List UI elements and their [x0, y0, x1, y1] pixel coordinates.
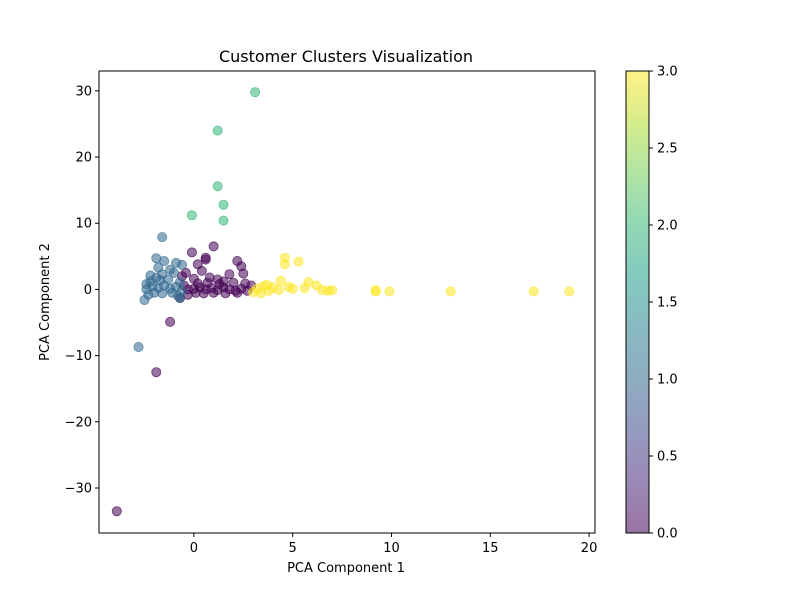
scatter-point — [151, 272, 162, 283]
scatter-point — [224, 269, 235, 280]
x-tick-label: 15 — [482, 541, 499, 556]
scatter-point — [250, 87, 261, 98]
colorbar-tick-label: 3.0 — [657, 65, 678, 80]
scatter-point — [445, 286, 456, 297]
colorbar-tick-label: 2.0 — [657, 219, 678, 234]
colorbar-ticks: 0.0 0.5 1.0 1.5 2.0 2.5 3.0 — [649, 65, 678, 542]
y-tick-label: 10 — [75, 217, 92, 232]
scatter-point — [133, 341, 144, 352]
scatter-point — [232, 287, 243, 298]
scatter-point — [220, 288, 231, 299]
scatter-point — [299, 283, 310, 294]
scatter-point — [186, 247, 197, 258]
scatter-point — [141, 279, 152, 290]
colorbar-tick-label: 0.0 — [657, 527, 678, 542]
scatter-point — [214, 279, 225, 290]
scatter-point — [169, 267, 180, 278]
y-axis-ticks: −30 −20 −10 0 10 20 30 — [65, 84, 99, 496]
scatter-point — [218, 215, 229, 226]
scatter-point — [186, 210, 197, 221]
scatter-point — [192, 278, 203, 289]
scatter-point — [273, 285, 284, 296]
scatter-point — [275, 275, 286, 286]
scatter-point — [370, 286, 381, 297]
scatter-point — [293, 256, 304, 267]
scatter-point — [208, 241, 219, 252]
scatter-point — [212, 125, 223, 136]
y-tick-label: −10 — [65, 349, 92, 364]
y-tick-label: −20 — [65, 415, 92, 430]
scatter-point — [196, 265, 207, 276]
scatter-point — [208, 287, 219, 298]
scatter-point — [157, 232, 168, 243]
chart-title: Customer Clusters Visualization — [219, 47, 473, 66]
scatter-points — [111, 87, 575, 517]
y-axis-label: PCA Component 2 — [38, 243, 53, 361]
scatter-point — [384, 286, 395, 297]
scatter-point — [200, 252, 211, 263]
x-tick-label: 20 — [581, 541, 598, 556]
y-tick-label: −30 — [65, 481, 92, 496]
scatter-point — [157, 288, 168, 299]
y-tick-label: 0 — [84, 283, 92, 298]
scatter-point — [218, 199, 229, 210]
scatter-point — [287, 283, 298, 294]
colorbar-tick-label: 2.5 — [657, 142, 678, 157]
y-tick-label: 20 — [75, 151, 92, 166]
scatter-point — [255, 288, 266, 299]
scatter-point — [151, 367, 162, 378]
x-tick-label: 0 — [190, 541, 198, 556]
scatter-point — [238, 268, 249, 279]
scatter-point — [111, 506, 122, 517]
x-axis-ticks: 0 5 10 15 20 — [190, 533, 598, 556]
colorbar-tick-label: 1.5 — [657, 296, 678, 311]
colorbar-tick-label: 1.0 — [657, 373, 678, 388]
scatter-point — [174, 277, 185, 288]
plot-frame — [98, 70, 596, 534]
x-tick-label: 5 — [289, 541, 297, 556]
x-tick-label: 10 — [383, 541, 400, 556]
colorbar — [626, 71, 649, 533]
scatter-point — [279, 259, 290, 270]
scatter-point — [163, 274, 174, 285]
scatter-point — [176, 259, 187, 270]
scatter-point — [327, 285, 338, 296]
scatter-point — [176, 285, 187, 296]
scatter-point — [159, 255, 170, 266]
scatter-point — [198, 288, 209, 299]
scatter-point — [202, 277, 213, 288]
y-tick-label: 30 — [75, 84, 92, 99]
scatter-point — [261, 279, 272, 290]
x-axis-label: PCA Component 1 — [287, 561, 405, 576]
scatter-point — [165, 316, 176, 327]
scatter-point — [528, 286, 539, 297]
scatter-point — [212, 181, 223, 192]
scatter-point — [564, 286, 575, 297]
colorbar-tick-label: 0.5 — [657, 450, 678, 465]
scatter-point — [167, 287, 178, 298]
